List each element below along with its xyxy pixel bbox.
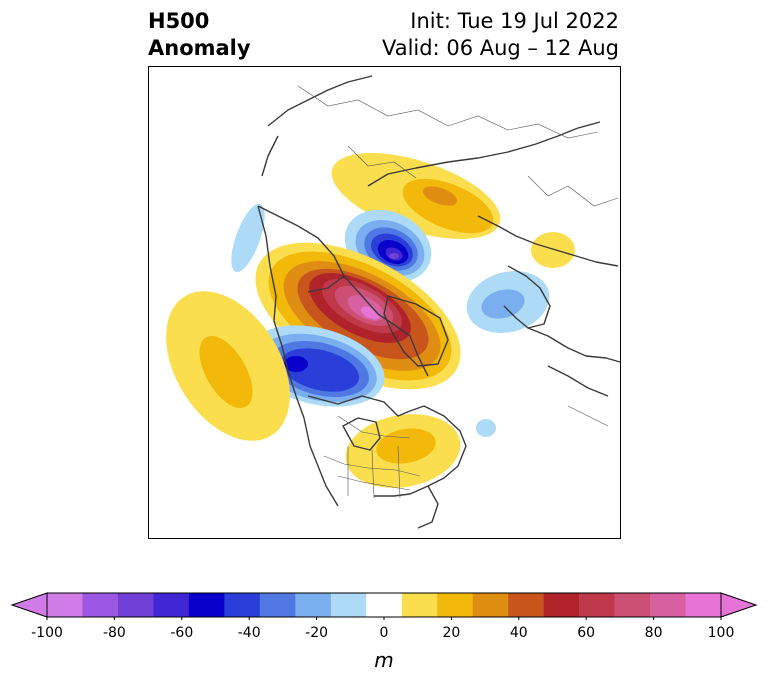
colorbar-cell [543, 593, 580, 617]
colorbar-cell [224, 593, 261, 617]
title-line-2: Anomaly [148, 36, 251, 60]
colorbar-cell [47, 593, 83, 617]
colorbar-over-arrow [720, 592, 758, 618]
colorbar-cell [366, 593, 403, 617]
colorbar-tick-label: 100 [707, 625, 735, 641]
colorbar-tick-label: -60 [170, 625, 194, 641]
map-frame [148, 66, 621, 539]
colorbar-tick-label: -80 [102, 625, 126, 641]
colorbar-cell [153, 593, 190, 617]
anomaly-siberia-positive [331, 153, 575, 268]
plot-title: H500 Anomaly [148, 8, 251, 62]
colorbar-cell [614, 593, 651, 617]
coastlines [257, 75, 621, 529]
colorbar-tick-label: 80 [644, 625, 663, 641]
colorbar-cell [685, 593, 722, 617]
colorbar-tick-label: 20 [442, 625, 461, 641]
colorbar-tick-label: -40 [237, 625, 261, 641]
plot-subtitle: Init: Tue 19 Jul 2022 Valid: 06 Aug – 12… [382, 8, 619, 62]
colorbar-tick-label: -20 [305, 625, 329, 641]
colorbar-cell [508, 593, 544, 617]
anomaly-eastern-na-positive [345, 414, 461, 488]
political-boundaries [297, 85, 619, 499]
colorbar-cell [330, 593, 367, 617]
colorbar-tick-label: 40 [509, 625, 528, 641]
colorbar-cell [650, 593, 686, 617]
init-time: Init: Tue 19 Jul 2022 [410, 9, 619, 33]
colorbar-cell [401, 593, 438, 617]
anomaly-greenland-positive [255, 242, 461, 390]
colorbar-cell [472, 593, 509, 617]
anomaly-map [148, 66, 621, 539]
valid-period: Valid: 06 Aug – 12 Aug [381, 36, 619, 60]
colorbar-cell [437, 593, 473, 617]
colorbar-tick-label: -100 [31, 625, 63, 641]
colorbar-cell [117, 593, 154, 617]
colorbar-tick-label: 0 [379, 625, 389, 641]
title-line-1: H500 [148, 9, 210, 33]
colorbar-cell [295, 593, 332, 617]
anomaly-barents-negative [231, 203, 550, 437]
colorbar [10, 592, 758, 620]
colorbar-cell [188, 593, 225, 617]
colorbar-cell [259, 593, 296, 617]
colorbar-under-arrow [10, 592, 48, 618]
colorbar-tick-label: 60 [577, 625, 596, 641]
colorbar-cell [579, 593, 615, 617]
colorbar-unit: m [374, 648, 394, 672]
anomaly-pacific-positive [166, 291, 290, 441]
colorbar-cell [82, 593, 119, 617]
